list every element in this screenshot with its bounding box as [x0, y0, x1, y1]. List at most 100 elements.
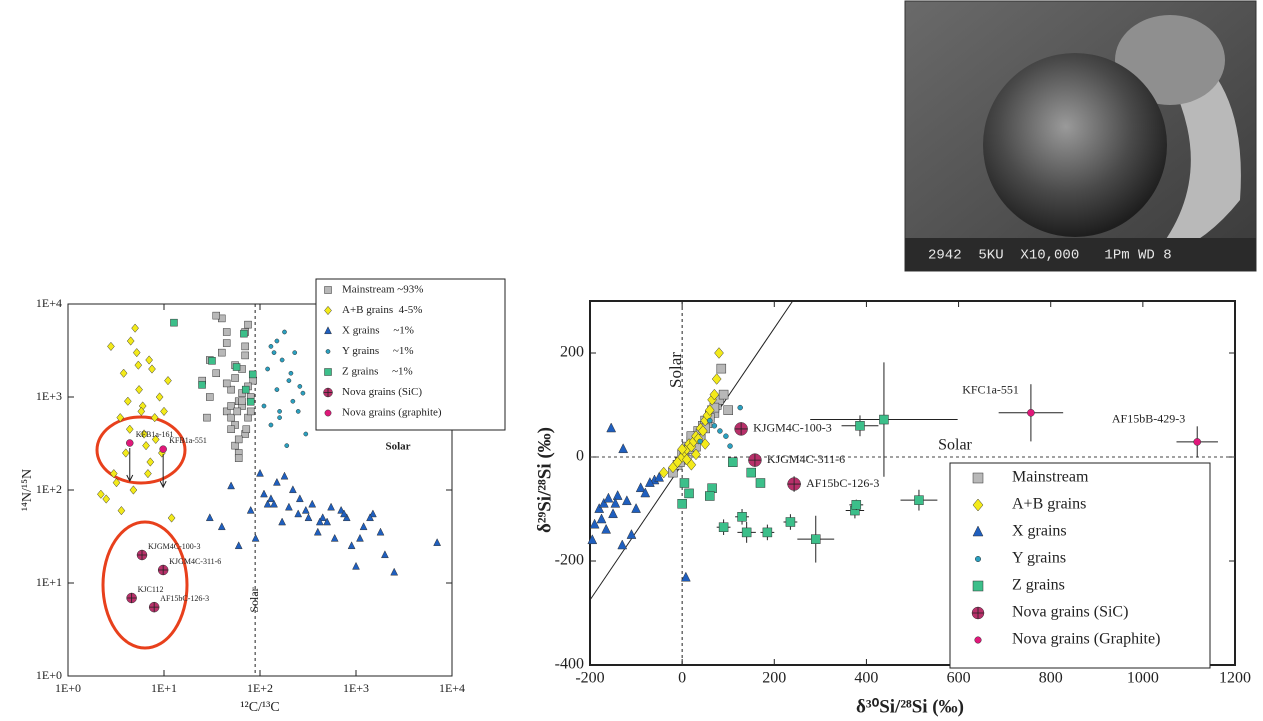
marker — [277, 415, 282, 420]
marker — [601, 523, 612, 534]
marker — [155, 392, 164, 402]
marker — [327, 502, 335, 511]
marker — [246, 505, 255, 514]
upper-limit-arrow — [126, 448, 134, 483]
marker — [324, 409, 332, 417]
solar-label: Solar — [247, 587, 261, 612]
marker — [290, 398, 296, 404]
marker — [151, 434, 160, 444]
image-rim — [1150, 30, 1241, 260]
marker — [246, 397, 255, 406]
marker — [222, 407, 231, 416]
marker — [644, 477, 655, 487]
marker — [131, 323, 139, 333]
marker — [240, 329, 248, 338]
marker — [119, 368, 128, 378]
sem-image: 2942 5KU X10,000 1Pm WD 8 — [904, 0, 1257, 272]
y-tick-label: 1E+3 — [36, 389, 62, 403]
marker — [279, 357, 285, 363]
marker — [324, 305, 332, 316]
marker — [380, 550, 389, 559]
marker — [315, 517, 324, 526]
marker — [270, 499, 278, 508]
marker — [251, 533, 260, 542]
image-sphere — [983, 53, 1167, 237]
marker — [116, 413, 125, 423]
marker — [265, 366, 270, 372]
marker — [241, 342, 249, 351]
legend-label: Y grains ~1% — [342, 345, 414, 357]
marker — [711, 423, 718, 429]
marker — [737, 512, 747, 522]
marker — [232, 363, 241, 371]
marker — [301, 505, 310, 514]
x-tick-label: 1E+0 — [55, 681, 81, 695]
marker — [244, 320, 252, 329]
marker — [610, 497, 621, 508]
point-label: KJGM4C-311-6 — [169, 557, 221, 566]
y-tick-label: 1E+2 — [36, 482, 62, 496]
marker — [433, 538, 442, 546]
marker — [684, 488, 694, 499]
legend-label: X grains ~1% — [342, 325, 414, 337]
marker — [263, 499, 272, 508]
legend-label: Nova grains (graphite) — [342, 407, 442, 419]
marker — [227, 413, 235, 422]
marker — [356, 533, 364, 542]
legend-box — [949, 462, 1211, 669]
point-label: AF15bC-126-3 — [160, 594, 209, 603]
image-caption-bar — [905, 238, 1256, 271]
marker — [284, 502, 293, 511]
marker — [140, 429, 148, 439]
marker — [972, 498, 984, 512]
x-tick-label: 600 — [947, 670, 971, 687]
marker — [160, 406, 168, 416]
legend-label: Mainstream ~93% — [342, 284, 423, 296]
marker — [268, 344, 274, 349]
marker — [707, 417, 713, 424]
marker — [654, 471, 665, 482]
legend-label: X grains — [1012, 523, 1067, 540]
marker — [851, 500, 862, 510]
legend-label: Nova grains (SiC) — [1012, 604, 1128, 621]
marker — [121, 448, 130, 458]
marker — [728, 457, 738, 467]
marker — [233, 407, 242, 416]
marker — [246, 407, 255, 416]
x-tick-label: 1E+2 — [247, 681, 273, 695]
marker — [227, 425, 235, 434]
marker — [203, 413, 211, 422]
marker — [234, 454, 243, 462]
x-tick-label: 1E+1 — [151, 681, 177, 695]
marker — [248, 370, 257, 379]
y-tick-label: 1E+4 — [36, 296, 62, 310]
marker-cross — [748, 453, 762, 467]
marker — [132, 348, 141, 358]
marker — [618, 443, 629, 454]
marker — [277, 409, 282, 414]
y-axis-label: δ²⁹Si/²⁸Si (‰) — [534, 427, 555, 533]
marker — [267, 494, 275, 503]
marker — [125, 424, 134, 434]
marker — [150, 413, 159, 423]
marker-cross — [149, 602, 160, 613]
marker — [352, 561, 360, 570]
marker — [117, 506, 126, 516]
marker — [589, 518, 600, 529]
y-tick-label: 0 — [576, 448, 584, 465]
marker — [242, 425, 251, 434]
y-tick-label: 1E+1 — [36, 575, 62, 589]
marker — [212, 311, 220, 320]
marker — [282, 329, 287, 335]
marker — [256, 468, 264, 477]
x-tick-label: -200 — [575, 670, 604, 687]
y-tick-label: 1E+0 — [36, 668, 62, 682]
marker — [596, 513, 607, 524]
marker — [741, 527, 752, 538]
marker — [717, 428, 723, 434]
marker — [369, 509, 377, 518]
marker-cross — [734, 422, 748, 436]
marker — [268, 422, 274, 428]
x-tick-label: 200 — [762, 670, 786, 687]
marker — [308, 499, 317, 508]
